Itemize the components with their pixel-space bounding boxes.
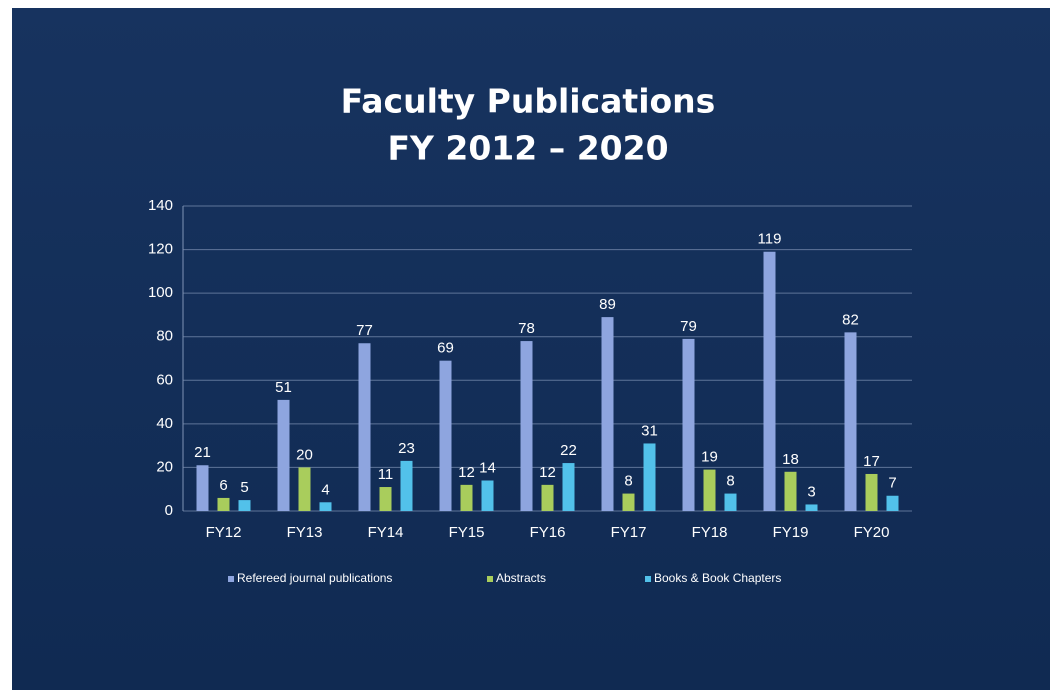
chart-subtitle: FY 2012 – 2020 <box>387 129 668 168</box>
bar <box>217 497 230 511</box>
bar <box>763 251 776 511</box>
value-label: 69 <box>437 340 454 357</box>
bar <box>643 443 656 511</box>
bar <box>379 487 392 511</box>
legend-label: Refereed journal publications <box>237 571 392 585</box>
x-tick-label: FY18 <box>692 524 728 541</box>
legend-swatch <box>228 576 234 582</box>
value-label: 11 <box>378 466 394 483</box>
value-label: 31 <box>641 422 658 439</box>
bar <box>703 469 716 511</box>
chart-title: Faculty Publications <box>341 82 716 121</box>
bar <box>886 495 899 511</box>
y-tick-label: 20 <box>156 458 173 475</box>
value-label: 12 <box>539 464 556 481</box>
value-label: 7 <box>888 475 896 492</box>
bar <box>724 493 737 511</box>
y-tick-label: 80 <box>156 328 173 345</box>
bar <box>277 399 290 511</box>
legend-label: Books & Book Chapters <box>654 571 781 585</box>
value-label: 78 <box>518 320 535 337</box>
legend-label: Abstracts <box>496 571 546 585</box>
value-label: 23 <box>398 440 415 457</box>
legend-swatch <box>645 576 651 582</box>
value-label: 51 <box>275 379 292 396</box>
bar <box>319 502 332 511</box>
value-label: 12 <box>458 464 475 481</box>
bar <box>601 317 614 511</box>
bar <box>460 484 473 511</box>
y-tick-label: 140 <box>148 197 173 214</box>
bar <box>682 338 695 511</box>
bar <box>784 471 797 511</box>
value-label: 18 <box>782 451 799 468</box>
value-label: 21 <box>194 444 211 461</box>
bar <box>805 504 818 511</box>
value-label: 17 <box>863 453 880 470</box>
value-label: 14 <box>479 459 496 476</box>
bar <box>622 493 635 511</box>
value-label: 22 <box>560 442 577 459</box>
bar <box>541 484 554 511</box>
bar <box>298 467 311 511</box>
y-tick-label: 0 <box>165 502 173 519</box>
y-tick-label: 60 <box>156 371 173 388</box>
bar <box>520 341 533 511</box>
bar <box>358 343 371 511</box>
bar <box>844 332 857 511</box>
x-tick-label: FY14 <box>368 524 404 541</box>
value-label: 82 <box>842 311 859 328</box>
y-tick-label: 40 <box>156 415 173 432</box>
x-tick-label: FY20 <box>854 524 890 541</box>
value-label: 6 <box>219 477 227 494</box>
value-label: 89 <box>599 296 616 313</box>
x-tick-label: FY13 <box>287 524 323 541</box>
bar <box>439 360 452 511</box>
bar <box>481 480 494 511</box>
bar <box>400 460 413 511</box>
value-label: 19 <box>701 449 718 466</box>
bar <box>238 500 251 511</box>
value-label: 20 <box>296 446 313 463</box>
bar <box>865 473 878 511</box>
value-label: 119 <box>758 231 782 248</box>
bar <box>562 463 575 511</box>
bar <box>196 465 209 511</box>
legend-swatch <box>487 576 493 582</box>
y-tick-label: 100 <box>148 284 173 301</box>
value-label: 5 <box>240 479 248 496</box>
x-tick-label: FY16 <box>530 524 566 541</box>
value-label: 77 <box>356 322 373 339</box>
x-tick-label: FY19 <box>773 524 809 541</box>
x-tick-label: FY12 <box>206 524 242 541</box>
y-tick-label: 120 <box>148 241 173 258</box>
value-label: 79 <box>680 318 697 335</box>
value-label: 4 <box>321 481 329 498</box>
x-tick-label: FY17 <box>611 524 647 541</box>
x-tick-label: FY15 <box>449 524 485 541</box>
value-label: 8 <box>726 473 734 490</box>
value-label: 3 <box>807 483 815 500</box>
value-label: 8 <box>624 473 632 490</box>
